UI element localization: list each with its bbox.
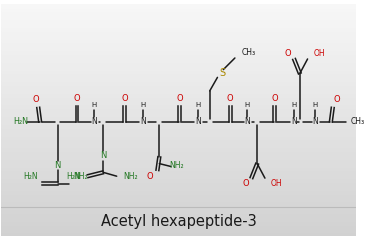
- Bar: [1, 225, 356, 228]
- Bar: [1, 112, 356, 116]
- Bar: [1, 151, 356, 155]
- Text: OH: OH: [313, 49, 325, 58]
- Text: H₂N: H₂N: [67, 172, 81, 181]
- Bar: [1, 201, 356, 205]
- Bar: [1, 50, 356, 54]
- Bar: [1, 198, 356, 201]
- Bar: [1, 39, 356, 42]
- Bar: [1, 167, 356, 170]
- Text: S: S: [219, 67, 225, 78]
- Text: H: H: [92, 102, 97, 108]
- Text: NH₂: NH₂: [123, 172, 138, 181]
- Bar: [1, 73, 356, 77]
- Bar: [1, 108, 356, 112]
- Text: N: N: [313, 117, 318, 126]
- Bar: [1, 104, 356, 108]
- Text: O: O: [176, 94, 183, 103]
- Bar: [1, 81, 356, 85]
- Text: OH: OH: [271, 180, 283, 188]
- Bar: [1, 190, 356, 194]
- Bar: [1, 194, 356, 198]
- Bar: [1, 70, 356, 73]
- Text: N: N: [244, 117, 250, 126]
- Text: O: O: [271, 94, 278, 103]
- Bar: [1, 209, 356, 213]
- Bar: [1, 170, 356, 174]
- Bar: [1, 89, 356, 93]
- Text: O: O: [33, 95, 40, 104]
- Bar: [1, 147, 356, 151]
- Text: O: O: [285, 49, 291, 58]
- Bar: [1, 35, 356, 39]
- Bar: [1, 27, 356, 31]
- Text: N: N: [195, 117, 201, 126]
- Text: N: N: [291, 117, 297, 126]
- Bar: [1, 132, 356, 136]
- Bar: [1, 4, 356, 8]
- Text: H: H: [140, 102, 145, 108]
- Bar: [1, 221, 356, 225]
- Text: N: N: [92, 117, 97, 126]
- Bar: [1, 128, 356, 132]
- Text: O: O: [74, 94, 80, 103]
- Bar: [1, 85, 356, 89]
- Bar: [1, 97, 356, 101]
- Bar: [1, 136, 356, 139]
- Bar: [1, 120, 356, 124]
- Bar: [1, 12, 356, 15]
- Text: O: O: [333, 95, 340, 104]
- Bar: [1, 186, 356, 190]
- Bar: [1, 116, 356, 120]
- Text: CH₃: CH₃: [350, 117, 364, 126]
- Bar: [1, 31, 356, 35]
- Bar: [1, 182, 356, 186]
- Bar: [1, 66, 356, 70]
- Bar: [1, 159, 356, 163]
- Text: H: H: [195, 102, 201, 108]
- Bar: [1, 178, 356, 182]
- Bar: [1, 93, 356, 97]
- Text: N: N: [55, 161, 61, 170]
- Bar: [1, 213, 356, 217]
- Bar: [1, 174, 356, 178]
- Bar: [1, 46, 356, 50]
- Bar: [1, 101, 356, 104]
- Text: N: N: [100, 151, 106, 160]
- Bar: [1, 143, 356, 147]
- Text: O: O: [227, 94, 234, 103]
- Text: O: O: [242, 180, 249, 188]
- Bar: [1, 8, 356, 12]
- Text: Acetyl hexapeptide-3: Acetyl hexapeptide-3: [101, 214, 257, 229]
- Text: N: N: [140, 117, 146, 126]
- Bar: [1, 163, 356, 167]
- Bar: [1, 15, 356, 19]
- Text: H: H: [313, 102, 318, 108]
- Bar: [1, 139, 356, 143]
- Bar: [1, 205, 356, 209]
- Text: H: H: [291, 102, 296, 108]
- Bar: [1, 155, 356, 159]
- Text: O: O: [121, 94, 128, 103]
- Bar: [1, 58, 356, 62]
- Text: CH₃: CH₃: [242, 48, 255, 57]
- Text: H₂N: H₂N: [13, 117, 28, 126]
- Bar: [1, 232, 356, 236]
- Bar: [1, 124, 356, 128]
- Bar: [1, 77, 356, 81]
- Text: NH₂: NH₂: [169, 161, 184, 170]
- Text: H₂N: H₂N: [23, 172, 38, 181]
- Text: H: H: [245, 102, 250, 108]
- Text: NH₂: NH₂: [74, 172, 88, 181]
- Bar: [1, 19, 356, 23]
- Bar: [1, 217, 356, 221]
- Bar: [1, 42, 356, 46]
- Bar: [1, 62, 356, 66]
- Bar: [1, 228, 356, 232]
- Bar: [1, 54, 356, 58]
- Text: O: O: [146, 172, 153, 181]
- Bar: [1, 23, 356, 27]
